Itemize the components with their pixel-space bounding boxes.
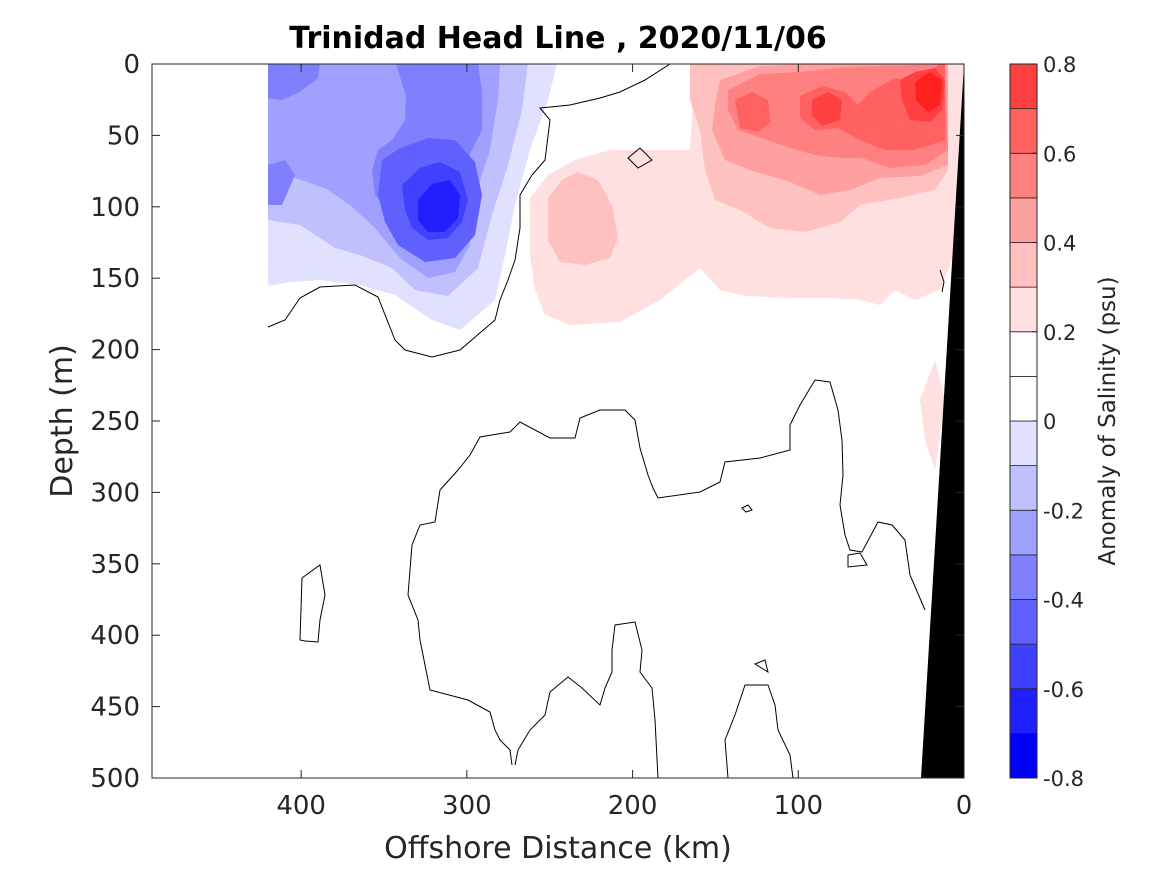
contour-fill-neg-0.7 xyxy=(418,180,460,232)
y-tick-label: 500 xyxy=(90,764,140,794)
zero-contour-small-loop-5 xyxy=(741,504,753,513)
colorbar-tick-label: -0.2 xyxy=(1043,499,1084,523)
y-tick-label: 150 xyxy=(90,264,140,294)
colorbar-swatch xyxy=(1009,509,1038,556)
chart-title: Trinidad Head Line , 2020/11/06 xyxy=(289,21,826,56)
x-tick-label: 300 xyxy=(442,791,492,821)
zero-contour-small-loop-2 xyxy=(627,147,653,169)
y-tick-label: 350 xyxy=(90,550,140,580)
x-tick-label: 400 xyxy=(276,791,326,821)
colorbar-swatch xyxy=(1009,643,1038,690)
y-tick-label: 200 xyxy=(90,336,140,366)
sea-floor-mask xyxy=(921,64,964,778)
contour-fills xyxy=(267,64,964,778)
colorbar-tick-label: -0.4 xyxy=(1043,589,1084,613)
colorbar-swatch xyxy=(1009,286,1038,333)
y-axis: 0 50 100 150 200 250 300 350 400 450 500 xyxy=(90,50,964,794)
colorbar-swatch xyxy=(1009,688,1038,734)
colorbar-swatch xyxy=(1009,420,1038,467)
x-tick-label: 200 xyxy=(608,791,658,821)
colorbar-tick-label: 0.6 xyxy=(1043,142,1076,166)
colorbar-swatch xyxy=(1009,242,1038,288)
y-tick-label: 450 xyxy=(90,693,140,723)
colorbar-swatch xyxy=(1009,732,1038,779)
zero-contour-lines xyxy=(267,64,945,778)
contour-fill-pos-0.7 xyxy=(915,72,942,112)
colorbar-tick-label: -0.8 xyxy=(1043,767,1084,791)
zero-contour-small-loop-3 xyxy=(847,552,868,568)
y-tick-label: 250 xyxy=(90,407,140,437)
colorbar-label: Anomaly of Salinity (psu) xyxy=(1095,276,1121,565)
y-tick-label: 400 xyxy=(90,621,140,651)
zero-contour-near-shore xyxy=(939,269,945,293)
zero-contour-small-loop-4 xyxy=(753,659,769,674)
colorbar-ticks: 0.8 0.6 0.4 0.2 0 -0.2 -0.4 -0.6 -0.8 xyxy=(1032,53,1084,791)
colorbar-swatch xyxy=(1009,331,1038,377)
colorbar-swatch xyxy=(1009,554,1038,600)
y-tick-label: 100 xyxy=(90,193,140,223)
zero-contour-bottom-right xyxy=(724,684,794,778)
colorbar xyxy=(1009,63,1038,779)
zero-contour-lower xyxy=(407,379,926,778)
colorbar-swatch xyxy=(1009,375,1038,422)
colorbar-swatch xyxy=(1009,197,1038,243)
colorbar-swatch xyxy=(1009,152,1038,199)
colorbar-swatch xyxy=(1009,63,1038,110)
zero-contour-upper xyxy=(267,64,671,358)
y-tick-label: 50 xyxy=(107,121,140,151)
colorbar-tick-label: 0.2 xyxy=(1043,321,1076,345)
zero-contour-small-loop-1 xyxy=(299,564,326,643)
x-tick-label: 100 xyxy=(773,791,823,821)
colorbar-swatch xyxy=(1009,108,1038,154)
colorbar-swatch xyxy=(1009,599,1038,645)
y-axis-label: Depth (m) xyxy=(45,344,80,498)
y-tick-label: 0 xyxy=(123,50,140,80)
x-tick-label: 0 xyxy=(956,791,973,821)
y-tick-label: 300 xyxy=(90,478,140,508)
colorbar-swatch xyxy=(1009,465,1038,511)
x-axis-label: Offshore Distance (km) xyxy=(384,831,732,866)
colorbar-tick-label: -0.6 xyxy=(1043,678,1084,702)
colorbar-tick-label: 0.8 xyxy=(1043,53,1076,77)
contour-fill-pos-0.6 xyxy=(812,68,945,126)
colorbar-tick-label: 0.4 xyxy=(1043,232,1076,256)
x-axis: 400 300 200 100 0 xyxy=(276,64,972,821)
colorbar-tick-label: 0 xyxy=(1043,410,1056,434)
